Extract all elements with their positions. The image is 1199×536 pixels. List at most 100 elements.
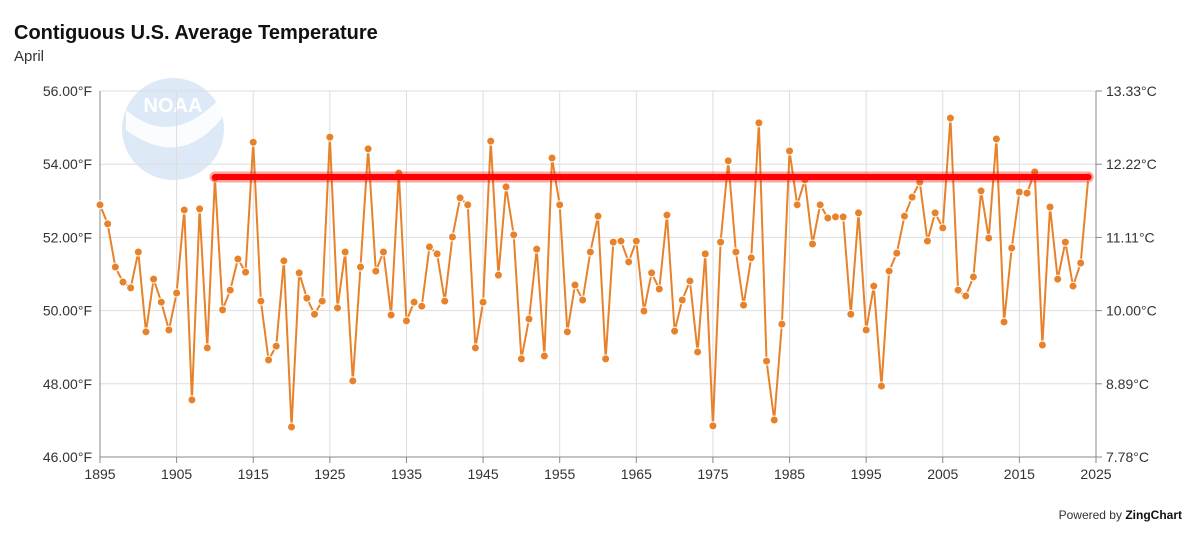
data-point	[187, 395, 197, 405]
x-tick-label: 1945	[467, 466, 498, 482]
powered-by-credit[interactable]: Powered by ZingChart	[1059, 508, 1182, 522]
y-tick-label-right: 11.11°C	[1106, 229, 1155, 245]
data-point	[823, 213, 833, 223]
data-point	[271, 341, 281, 351]
data-point	[685, 276, 695, 286]
y-tick-label-left: 56.00°F	[43, 83, 92, 99]
data-point	[853, 208, 863, 218]
data-point	[991, 134, 1001, 144]
y-tick-label-left: 52.00°F	[43, 229, 92, 245]
data-point	[340, 247, 350, 257]
logo-text: NOAA	[144, 95, 203, 117]
data-point	[999, 317, 1009, 327]
data-point	[984, 233, 994, 243]
data-point	[287, 422, 297, 432]
data-point	[846, 309, 856, 319]
data-point	[164, 325, 174, 335]
data-point	[831, 212, 841, 222]
data-point	[470, 343, 480, 353]
chart-title: Contiguous U.S. Average Temperature	[14, 22, 378, 44]
data-point	[953, 285, 963, 295]
x-tick-label: 1895	[84, 466, 115, 482]
data-point	[869, 281, 879, 291]
data-point	[524, 314, 534, 324]
data-point	[662, 210, 672, 220]
credit-prefix: Powered by	[1058, 508, 1122, 522]
data-point	[739, 300, 749, 310]
y-tick-label-right: 8.89°C	[1106, 376, 1149, 392]
x-tick-label: 2015	[1004, 466, 1035, 482]
data-point	[716, 237, 726, 247]
data-point	[769, 415, 779, 425]
data-point	[401, 316, 411, 326]
data-point	[325, 132, 335, 142]
data-point	[624, 257, 634, 267]
data-point	[126, 283, 136, 293]
data-point	[440, 296, 450, 306]
data-point	[899, 211, 909, 221]
data-point	[945, 113, 955, 123]
data-point	[486, 136, 496, 146]
y-tick-label-left: 48.00°F	[43, 376, 92, 392]
data-point	[241, 267, 251, 277]
data-point	[355, 262, 365, 272]
chart-subtitle: April	[14, 48, 45, 65]
data-point	[156, 297, 166, 307]
data-point	[654, 284, 664, 294]
data-point	[279, 256, 289, 266]
data-point	[509, 230, 519, 240]
data-point	[938, 223, 948, 233]
data-point	[463, 200, 473, 210]
y-tick-label-right: 13.33°C	[1106, 83, 1157, 99]
data-point	[861, 325, 871, 335]
data-point	[218, 305, 228, 315]
x-tick-label: 1925	[314, 466, 345, 482]
data-point	[317, 296, 327, 306]
data-point	[149, 274, 159, 284]
data-point	[555, 200, 565, 210]
data-point	[455, 193, 465, 203]
data-point	[922, 236, 932, 246]
x-tick-label: 1965	[621, 466, 652, 482]
x-tick-label: 1955	[544, 466, 575, 482]
data-point	[118, 277, 128, 287]
data-point	[968, 272, 978, 282]
data-point	[386, 310, 396, 320]
data-point	[593, 211, 603, 221]
data-point	[961, 291, 971, 301]
noaa-logo-watermark: NOAA	[122, 78, 224, 180]
data-point	[570, 280, 580, 290]
y-tick-label-left: 50.00°F	[43, 303, 92, 319]
data-point	[264, 355, 274, 365]
x-tick-label: 1935	[391, 466, 422, 482]
data-point	[838, 212, 848, 222]
data-point	[639, 306, 649, 316]
data-point	[785, 146, 795, 156]
data-point	[1037, 340, 1047, 350]
data-point	[608, 237, 618, 247]
data-point	[493, 270, 503, 280]
data-point	[616, 236, 626, 246]
data-point	[302, 293, 312, 303]
data-point	[294, 268, 304, 278]
data-point	[976, 186, 986, 196]
data-point	[478, 297, 488, 307]
data-point	[539, 351, 549, 361]
x-tick-label: 1905	[161, 466, 192, 482]
data-point	[670, 326, 680, 336]
data-point	[1014, 187, 1024, 197]
data-point	[378, 247, 388, 257]
temperature-line	[99, 118, 1090, 428]
data-point	[547, 153, 557, 163]
data-point	[248, 137, 258, 147]
data-point	[363, 144, 373, 154]
y-tick-label-left: 46.00°F	[43, 449, 92, 465]
data-point	[417, 301, 427, 311]
data-point	[892, 248, 902, 258]
x-tick-label: 1985	[774, 466, 805, 482]
data-point	[815, 200, 825, 210]
data-point	[424, 242, 434, 252]
data-point	[631, 236, 641, 246]
data-point	[532, 244, 542, 254]
